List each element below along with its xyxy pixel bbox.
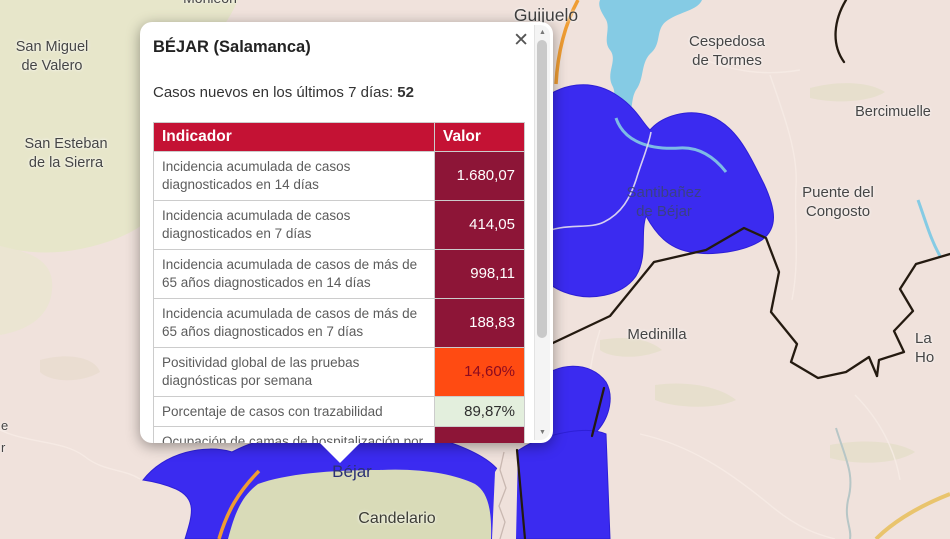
indicator-table: Indicador Valor Incidencia acumulada de … [153, 122, 525, 443]
province-boundary [515, 0, 950, 539]
candelario-terrain [228, 469, 492, 539]
popup-body: BÉJAR (Salamanca) Casos nuevos en los úl… [140, 22, 553, 443]
indicator-cell: Ocupación de camas de hospitalización po… [153, 426, 435, 443]
value-cell: 998,11 [434, 248, 525, 299]
zone-santibanez [535, 84, 774, 298]
scrollbar-thumb[interactable] [537, 40, 547, 338]
river-south [835, 427, 852, 539]
scroll-down-icon[interactable]: ▼ [539, 429, 546, 436]
water-features [599, 0, 942, 539]
popup-tail [318, 441, 362, 463]
table-row: Incidencia acumulada de casos diagnostic… [153, 199, 525, 250]
indicator-cell: Porcentaje de casos con trazabilidad [153, 395, 435, 428]
indicator-cell: Incidencia acumulada de casos diagnostic… [153, 199, 435, 250]
valley-strip [492, 450, 518, 539]
table-row: Positividad global de las pruebas diagnó… [153, 346, 525, 397]
table-row: Porcentaje de casos con trazabilidad 89,… [153, 395, 525, 428]
indicator-cell: Incidencia acumulada de casos de más de … [153, 297, 435, 348]
road-yellow-southeast [874, 492, 950, 539]
header-indicador: Indicador [153, 122, 435, 152]
river-tormes [614, 117, 728, 173]
table-row: Incidencia acumulada de casos de más de … [153, 297, 525, 348]
popup-subtitle: Casos nuevos en los últimos 7 días: 52 [153, 84, 525, 101]
table-row: Incidencia acumulada de casos de más de … [153, 248, 525, 299]
value-cell: 89,87% [434, 395, 525, 428]
indicator-cell: Incidencia acumulada de casos de más de … [153, 248, 435, 299]
close-icon[interactable]: ✕ [513, 30, 529, 51]
header-valor: Valor [434, 122, 525, 152]
valley-line [498, 451, 507, 539]
roads [217, 0, 950, 539]
scroll-up-icon[interactable]: ▲ [539, 29, 546, 36]
subtitle-text: Casos nuevos en los últimos 7 días: [153, 84, 398, 101]
table-header-row: Indicador Valor [153, 122, 525, 152]
municipal-line [539, 131, 652, 235]
road-orange-guijuelo [554, 0, 580, 85]
value-cell: 188,83 [434, 297, 525, 348]
road-orange-south [217, 469, 261, 539]
indicator-cell: Incidencia acumulada de casos diagnostic… [153, 151, 435, 201]
indicator-cell: Positividad global de las pruebas diagnó… [153, 346, 435, 397]
table-row: Incidencia acumulada de casos diagnostic… [153, 151, 525, 201]
popup-title: BÉJAR (Salamanca) [153, 38, 311, 56]
info-popup: BÉJAR (Salamanca) Casos nuevos en los úl… [140, 22, 553, 463]
value-cell: 1.680,07 [434, 151, 525, 201]
table-row: Ocupación de camas de hospitalización po… [153, 426, 525, 443]
value-cell: 414,05 [434, 199, 525, 250]
popup-scrollbar[interactable]: ▲ ▼ [534, 25, 550, 440]
river-congosto [916, 199, 942, 257]
value-cell: 14,60% [434, 346, 525, 397]
new-cases-value: 52 [397, 84, 414, 101]
value-cell: 27,10% [434, 426, 525, 443]
reservoir [599, 0, 702, 126]
